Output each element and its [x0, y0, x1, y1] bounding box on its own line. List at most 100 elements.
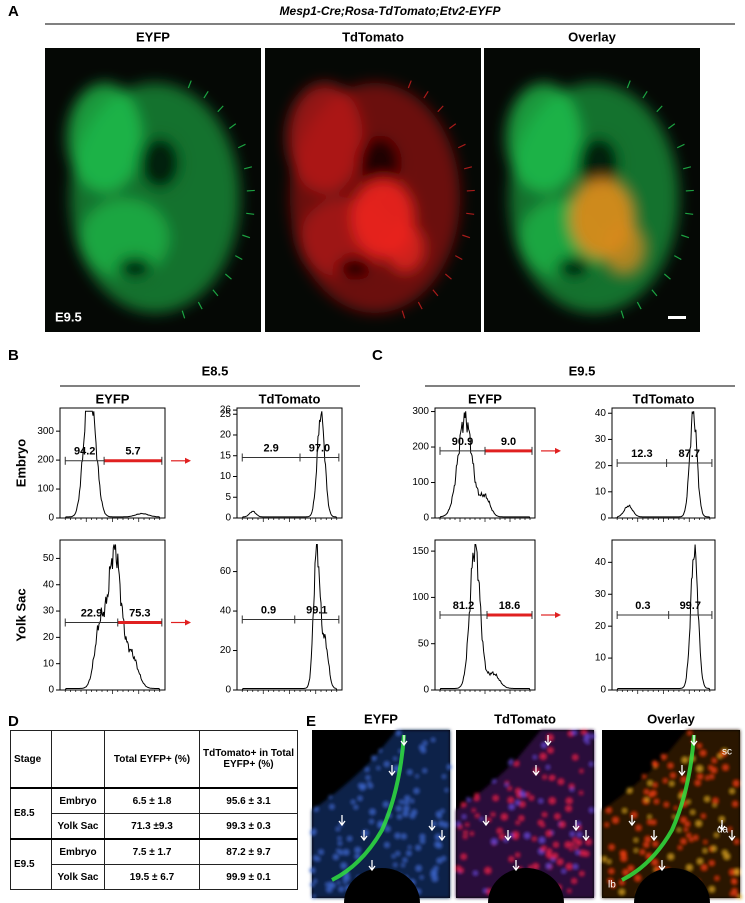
cell	[669, 781, 674, 786]
histogram-trace	[435, 544, 535, 691]
cell	[513, 761, 519, 766]
cell	[554, 813, 560, 820]
y-tick-label: 100	[412, 592, 429, 603]
cell	[474, 792, 479, 797]
somite-vessel	[181, 310, 186, 319]
cell	[455, 821, 461, 827]
cell	[371, 755, 377, 761]
column-label: Overlay	[568, 29, 616, 44]
y-tick-label: 200	[412, 442, 429, 453]
cell	[343, 849, 350, 856]
table-cell: 6.5 ± 1.8	[104, 787, 200, 814]
table-row: E8.5 Embryo 6.5 ± 1.8 95.6 ± 3.1	[10, 787, 298, 840]
y-tick-label: 20	[595, 621, 607, 632]
cell	[546, 830, 552, 837]
cell	[516, 821, 520, 825]
cell	[336, 849, 340, 853]
cell	[434, 866, 439, 871]
cell	[660, 753, 667, 760]
somite-vessel	[448, 123, 457, 129]
cell	[491, 838, 498, 845]
cell	[664, 802, 669, 807]
table-row: Stage Total EYFP+ (%) TdTomato+ in Total E…	[10, 730, 298, 789]
cell	[466, 797, 471, 802]
summary-table: Stage Total EYFP+ (%) TdTomato+ in Total E…	[10, 730, 298, 890]
cell	[391, 854, 396, 858]
arrow	[428, 820, 436, 832]
cell	[709, 774, 714, 779]
cell	[570, 842, 575, 847]
somite-vessel	[187, 80, 192, 89]
cell	[369, 819, 374, 824]
cell	[546, 863, 552, 869]
cell	[442, 774, 446, 779]
arrow	[728, 830, 736, 842]
arrow	[338, 815, 346, 827]
plot-frame	[59, 407, 166, 519]
table-cell: 7.5 ± 1.7	[104, 838, 200, 865]
arrow	[544, 735, 552, 747]
arrow	[718, 820, 726, 832]
cell	[561, 869, 566, 874]
cell	[733, 780, 740, 787]
cell	[550, 775, 555, 780]
cell	[576, 821, 581, 827]
cell	[689, 837, 694, 842]
table-row: E9.5 Embryo 7.5 ± 1.7 87.2 ± 9.7	[10, 838, 298, 890]
cell	[579, 850, 586, 856]
cell	[419, 744, 426, 751]
somite-vessel	[667, 123, 676, 129]
cell	[652, 841, 658, 847]
cell	[460, 801, 466, 807]
somite-vessel	[437, 105, 444, 113]
cell	[611, 883, 616, 888]
arrow	[360, 830, 368, 842]
cell	[310, 828, 317, 835]
cell	[473, 871, 478, 876]
cell	[461, 854, 467, 860]
cell	[540, 753, 547, 760]
cell	[549, 797, 556, 804]
cell	[318, 849, 324, 855]
gate-label: 90.9	[452, 436, 473, 448]
cell	[575, 850, 580, 855]
y-tick-label: 300	[412, 406, 429, 417]
cell	[647, 819, 652, 825]
cell	[378, 748, 382, 753]
y-tick-label: 15	[220, 450, 232, 461]
cell	[338, 841, 342, 846]
cell	[737, 894, 743, 900]
cell	[546, 765, 550, 769]
cell	[435, 834, 441, 840]
gate-arrowhead	[555, 612, 561, 618]
cell	[401, 800, 405, 804]
cell	[443, 822, 449, 828]
cell	[487, 818, 491, 822]
table-cell: Yolk Sac	[51, 813, 105, 840]
cell	[634, 875, 641, 881]
cell	[325, 882, 329, 887]
somite-vessel	[676, 143, 685, 149]
cell	[431, 737, 436, 742]
panel-label: B	[8, 347, 19, 364]
cell	[571, 878, 577, 884]
cell	[681, 776, 687, 783]
cell	[670, 773, 676, 778]
cell	[581, 729, 587, 735]
gate-label: 94.2	[74, 446, 95, 458]
cell	[570, 831, 575, 837]
cell	[729, 788, 735, 794]
plot-frame	[236, 407, 343, 519]
cell	[540, 847, 545, 852]
cell	[548, 854, 553, 859]
cell	[401, 833, 407, 839]
arrow	[582, 830, 590, 842]
cell	[609, 844, 615, 850]
table-row: Yolk Sac 71.3 ±9.3 99.3 ± 0.3	[11, 813, 298, 840]
y-tick-label: 0	[48, 685, 54, 696]
cell	[709, 860, 715, 866]
tissue	[80, 198, 170, 278]
cell	[447, 764, 452, 770]
cell	[576, 832, 582, 838]
cell	[620, 855, 627, 862]
